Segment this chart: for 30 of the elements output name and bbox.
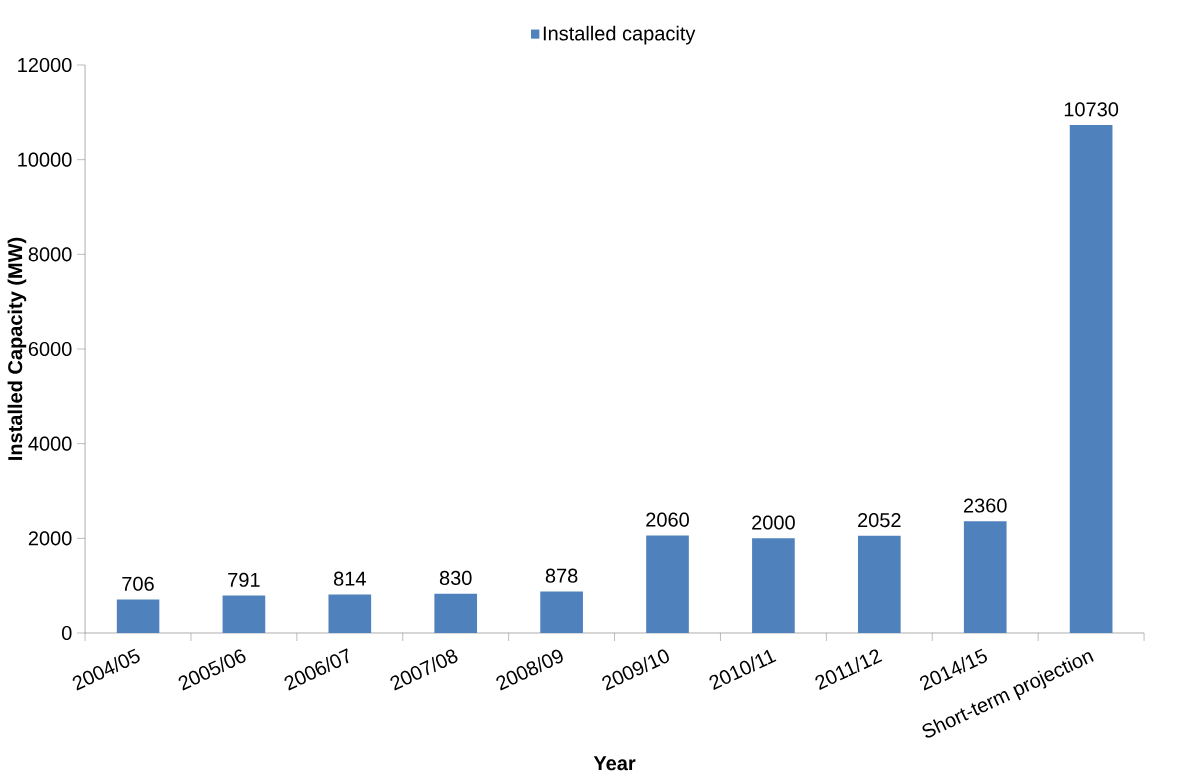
data-label: 10730 — [1064, 102, 1119, 117]
bar — [963, 521, 1007, 633]
data-label: 2060 — [646, 512, 689, 527]
bar — [752, 538, 795, 633]
legend-label: Installed capacity — [543, 25, 696, 45]
data-label: 2000 — [752, 515, 795, 530]
bar — [222, 595, 266, 633]
y-tick-label: 2000 — [28, 531, 72, 546]
y-tick-label: 6000 — [28, 341, 72, 357]
bar — [1069, 125, 1113, 633]
data-label: 791 — [228, 572, 260, 587]
bar — [857, 535, 901, 633]
data-label: 878 — [545, 568, 578, 583]
data-label: 830 — [439, 570, 472, 585]
x-axis-title: Year — [593, 756, 636, 771]
bar — [116, 599, 160, 633]
y-tick-label: 0 — [61, 625, 72, 641]
y-axis-title: Installed Capacity (MW) — [7, 237, 27, 460]
data-label: 2360 — [963, 498, 1007, 513]
y-tick-label: 10000 — [18, 152, 72, 167]
bar — [328, 594, 372, 633]
y-tick-label: 4000 — [28, 436, 72, 451]
data-label: 706 — [122, 576, 154, 591]
bar — [646, 535, 689, 633]
y-tick-label: 12000 — [18, 57, 72, 73]
data-label: 814 — [334, 571, 366, 586]
bar — [540, 591, 583, 633]
bar — [434, 593, 478, 633]
data-label: 2052 — [858, 513, 901, 528]
y-tick-label: 8000 — [28, 247, 72, 262]
